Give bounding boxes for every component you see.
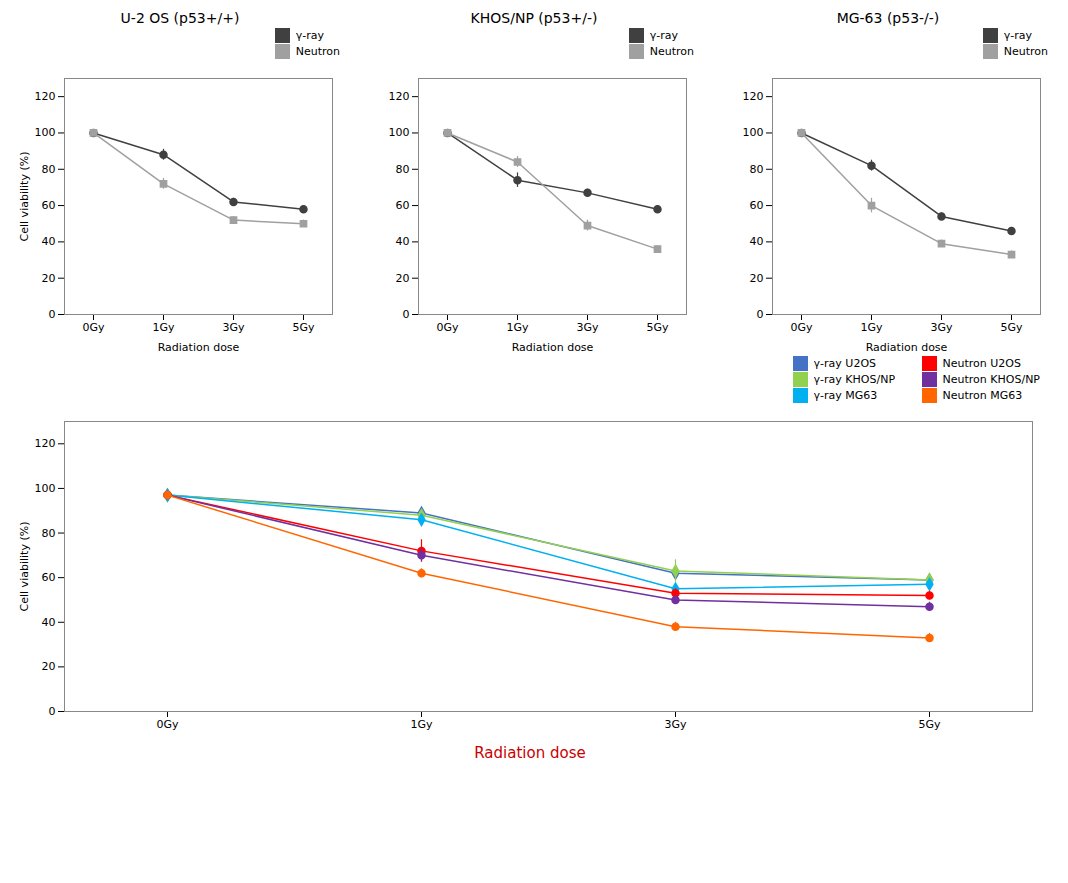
svg-text:5Gy: 5Gy: [292, 321, 315, 334]
svg-text:0Gy: 0Gy: [82, 321, 105, 334]
svg-text:20: 20: [750, 271, 764, 284]
svg-text:0: 0: [403, 308, 410, 321]
html-text:γ-ray: γ-ray: [295, 29, 324, 42]
html-text:Radiation dose: Radiation dose: [474, 744, 586, 762]
svg-text:0Gy: 0Gy: [156, 718, 179, 731]
svg-text:3Gy: 3Gy: [930, 321, 953, 334]
html-text:Neutron MG63: Neutron MG63: [942, 388, 1023, 402]
svg-text:120: 120: [35, 437, 56, 450]
svg-text:120: 120: [389, 90, 410, 103]
svg-text:3Gy: 3Gy: [576, 321, 599, 334]
svg-text:0Gy: 0Gy: [790, 321, 813, 334]
html-text:γ-ray MG63: γ-ray MG63: [813, 388, 878, 402]
svg-text:1Gy: 1Gy: [506, 321, 529, 334]
svg-text:80: 80: [42, 527, 56, 540]
svg-text:Radiation dose: Radiation dose: [866, 340, 948, 353]
svg-text:40: 40: [42, 616, 56, 629]
svg-text:100: 100: [35, 482, 56, 495]
svg-text:40: 40: [750, 235, 764, 248]
html-text:γ-ray U2OS: γ-ray U2OS: [813, 356, 876, 370]
svg-text:20: 20: [42, 271, 56, 284]
svg-text:3Gy: 3Gy: [222, 321, 245, 334]
html-text:Neutron: Neutron: [1003, 45, 1048, 58]
svg-text:3Gy: 3Gy: [664, 718, 687, 731]
html-text:MG-63 (p53-/-): MG-63 (p53-/-): [836, 10, 940, 26]
svg-text:Radiation dose: Radiation dose: [158, 340, 240, 353]
svg-text:60: 60: [396, 199, 410, 212]
svg-text:Cell viability (%): Cell viability (%): [18, 522, 31, 612]
svg-text:40: 40: [42, 235, 56, 248]
html-text:Neutron: Neutron: [295, 45, 340, 58]
svg-text:100: 100: [389, 126, 410, 139]
svg-text:100: 100: [35, 126, 56, 139]
svg-text:80: 80: [396, 162, 410, 175]
html-text:γ-ray: γ-ray: [1003, 29, 1032, 42]
svg-text:80: 80: [42, 162, 56, 175]
svg-text:40: 40: [396, 235, 410, 248]
svg-text:1Gy: 1Gy: [152, 321, 175, 334]
svg-text:20: 20: [396, 271, 410, 284]
svg-text:60: 60: [42, 199, 56, 212]
svg-text:60: 60: [750, 199, 764, 212]
svg-text:1Gy: 1Gy: [410, 718, 433, 731]
html-text:Neutron U2OS: Neutron U2OS: [942, 356, 1021, 370]
svg-text:120: 120: [743, 90, 764, 103]
html-text:γ-ray KHOS/NP: γ-ray KHOS/NP: [813, 372, 895, 386]
svg-text:0: 0: [49, 705, 56, 718]
html-text:Neutron: Neutron: [649, 45, 694, 58]
svg-text:20: 20: [42, 660, 56, 673]
html-text:U-2 OS (p53+/+): U-2 OS (p53+/+): [120, 10, 240, 26]
svg-text:60: 60: [42, 571, 56, 584]
svg-text:1Gy: 1Gy: [860, 321, 883, 334]
svg-text:0Gy: 0Gy: [436, 321, 459, 334]
svg-text:0: 0: [49, 308, 56, 321]
html-text:Neutron KHOS/NP: Neutron KHOS/NP: [942, 372, 1040, 386]
svg-text:80: 80: [750, 162, 764, 175]
svg-text:Radiation dose: Radiation dose: [512, 340, 594, 353]
svg-text:100: 100: [743, 126, 764, 139]
svg-text:5Gy: 5Gy: [646, 321, 669, 334]
svg-text:Cell viability (%): Cell viability (%): [18, 151, 31, 241]
html-text:γ-ray: γ-ray: [649, 29, 678, 42]
svg-text:5Gy: 5Gy: [1000, 321, 1023, 334]
svg-text:120: 120: [35, 90, 56, 103]
svg-text:0: 0: [757, 308, 764, 321]
html-text:KHOS/NP (p53+/-): KHOS/NP (p53+/-): [470, 10, 598, 26]
svg-text:5Gy: 5Gy: [918, 718, 941, 731]
